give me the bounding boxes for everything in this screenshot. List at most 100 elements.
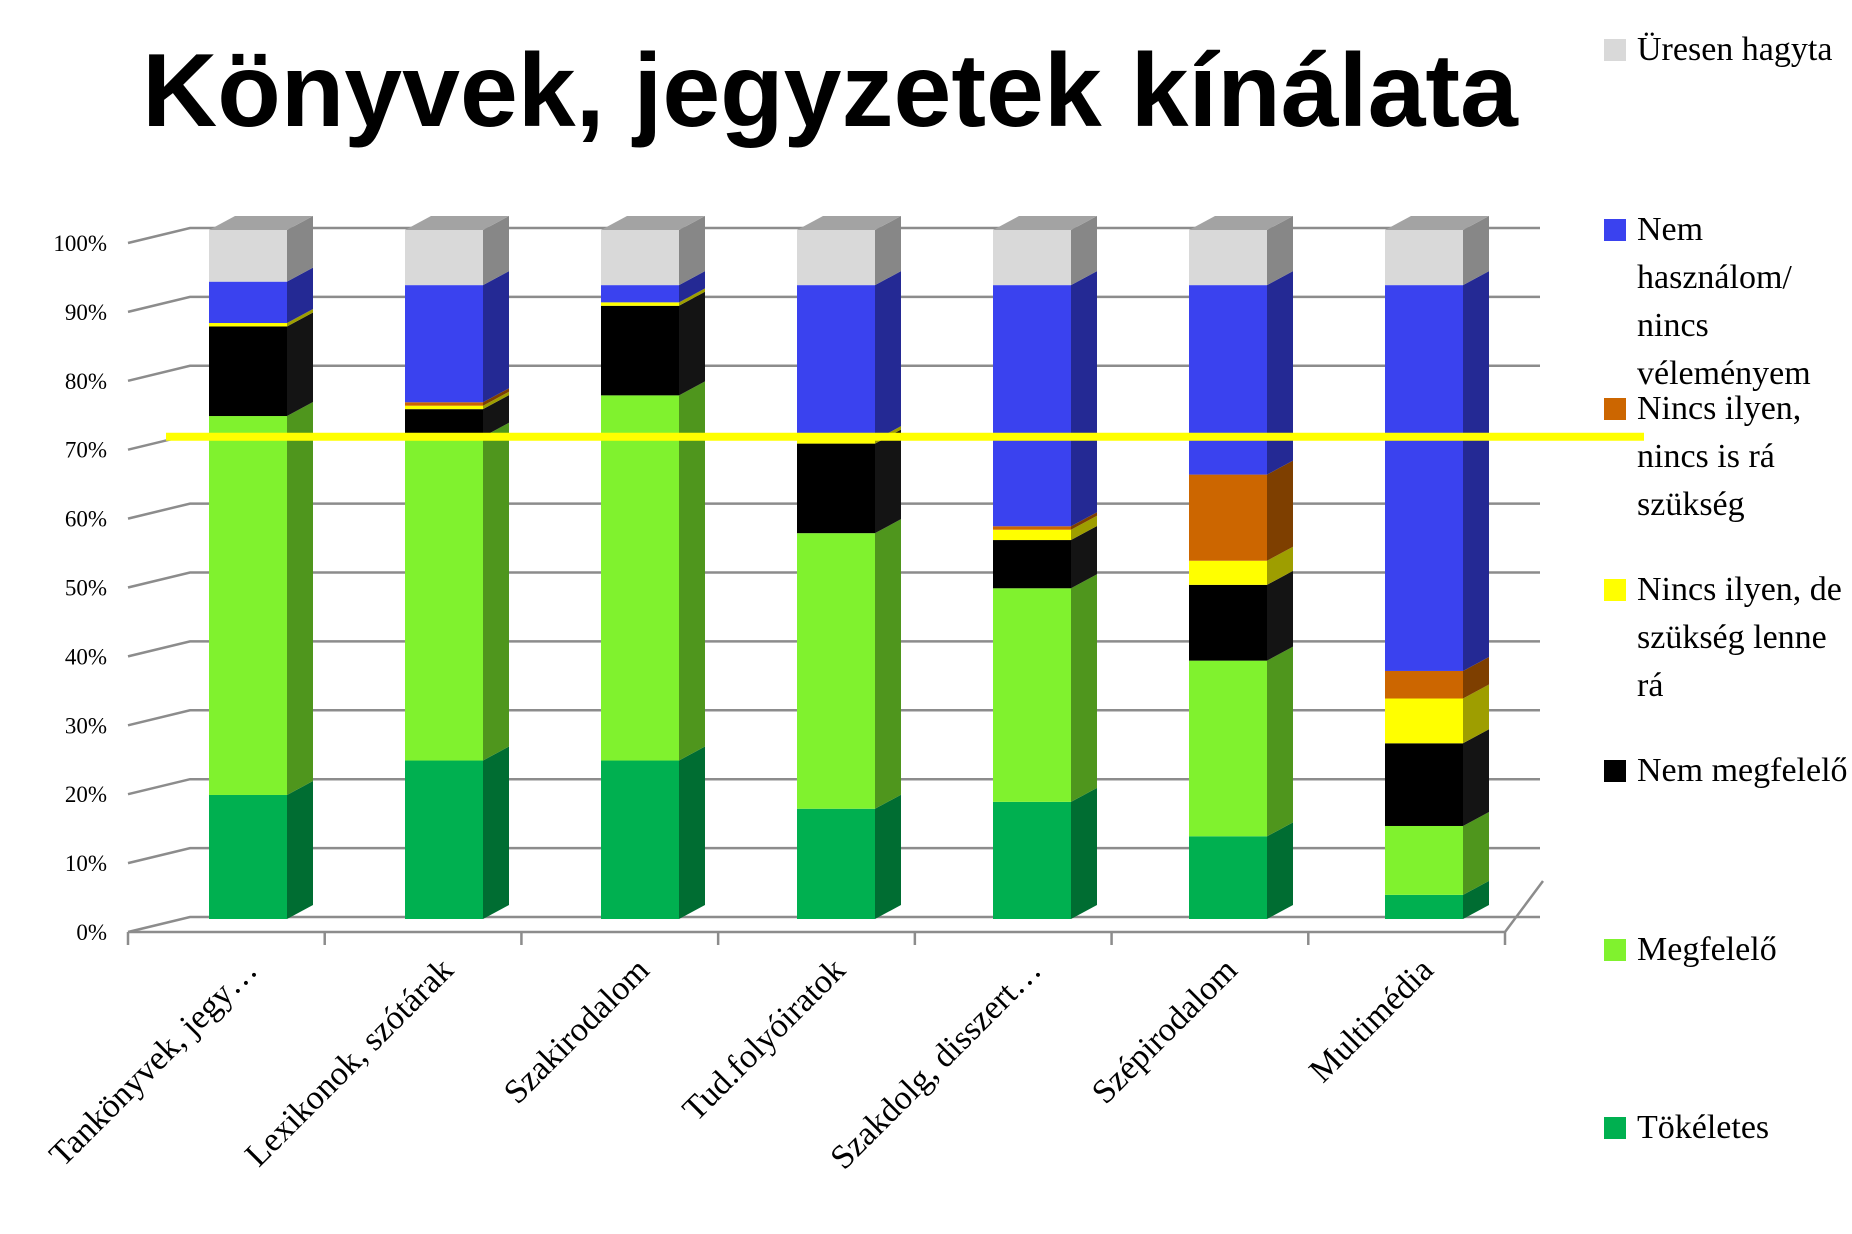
bar-segment — [601, 230, 679, 286]
bar-segment — [1189, 285, 1267, 475]
bar-segment — [601, 305, 679, 396]
bar-side — [679, 271, 705, 303]
bar-segment — [797, 443, 875, 534]
bar-segment — [209, 323, 287, 327]
bar-segment — [797, 440, 875, 444]
bar-side — [483, 395, 509, 437]
bar-side — [287, 780, 313, 919]
y-tick-label: 60% — [65, 507, 107, 532]
bar-segment — [405, 436, 483, 761]
y-tick-label: 30% — [65, 713, 107, 738]
bar-segment — [993, 526, 1071, 530]
bar-side — [679, 216, 705, 286]
bar-side — [483, 271, 509, 403]
bar-segment — [405, 409, 483, 437]
legend-label: Megfelelő — [1637, 931, 1777, 968]
bar-segment — [405, 230, 483, 286]
bar-segment — [797, 533, 875, 809]
bar-side — [287, 312, 313, 417]
legend-label: Nincs ilyen, de szükség lenne rá — [1637, 571, 1842, 704]
bar-segment — [1385, 698, 1463, 744]
bar-side — [1071, 574, 1097, 802]
bar-segment — [1189, 836, 1267, 919]
bar-side — [1463, 880, 1489, 919]
bar-side — [1267, 546, 1293, 585]
legend-label: Nem használom/ nincs véleményem — [1637, 211, 1811, 392]
bar-segment — [993, 540, 1071, 589]
bar-top — [797, 216, 901, 230]
legend-key — [1604, 760, 1626, 782]
bar-side — [1463, 684, 1489, 744]
legend-key — [1604, 939, 1626, 961]
y-tick-label: 0% — [76, 920, 107, 945]
bar-segment — [1189, 474, 1267, 561]
x-tick-label: Tud.folyóiratok — [676, 951, 853, 1128]
bar-segment — [209, 416, 287, 795]
bar-segment — [1385, 230, 1463, 286]
bar-segment — [209, 794, 287, 919]
bar-side — [287, 216, 313, 282]
bar-segment — [1189, 660, 1267, 837]
y-tick-label: 80% — [65, 369, 107, 394]
legend-label: Nincs ilyen, nincs is rá szükség — [1637, 390, 1802, 523]
bar-side — [1463, 811, 1489, 895]
x-tick-label: Multimédia — [1302, 951, 1440, 1089]
bar-side — [679, 381, 705, 761]
y-tick-label: 50% — [65, 576, 107, 601]
bar-side — [483, 391, 509, 410]
y-tick-label: 100% — [53, 231, 107, 256]
bar-side — [1071, 515, 1097, 541]
bar-segment — [209, 326, 287, 417]
bar-side — [679, 288, 705, 306]
bar-segment — [993, 801, 1071, 919]
bar-segment — [405, 405, 483, 410]
bar-top — [1385, 216, 1489, 230]
legend-key — [1604, 579, 1626, 601]
bar-side — [483, 216, 509, 286]
bar-segment — [1385, 743, 1463, 826]
bar-side — [287, 309, 313, 327]
bar-side — [483, 746, 509, 919]
bar-side — [1267, 646, 1293, 837]
bar-side — [1463, 271, 1489, 671]
bar-side — [1267, 822, 1293, 919]
bar-segment — [993, 285, 1071, 527]
y-tick-label: 20% — [65, 782, 107, 807]
x-tick-label: Szépirodalom — [1085, 951, 1245, 1111]
bar-segment — [209, 230, 287, 282]
bar-side — [875, 429, 901, 534]
bar-side — [1071, 787, 1097, 919]
bar-segment — [1189, 230, 1267, 286]
bar-side — [1267, 460, 1293, 561]
bar-side — [287, 402, 313, 795]
bar-segment — [209, 281, 287, 324]
bar-segment — [601, 760, 679, 919]
x-tick-label: Tankönyvek, jegy… — [43, 951, 265, 1173]
bar-side — [1267, 216, 1293, 286]
y-tick-label: 70% — [65, 438, 107, 463]
y-tick-label: 40% — [65, 644, 107, 669]
bar-side — [483, 422, 509, 761]
bar-top — [993, 216, 1097, 230]
bar-segment — [405, 285, 483, 403]
bar-top — [1189, 216, 1293, 230]
bar-side — [875, 794, 901, 919]
bar-side — [875, 216, 901, 286]
bar-top — [601, 216, 705, 230]
bar-segment — [601, 302, 679, 306]
bar-segment — [405, 760, 483, 919]
bar-segment — [1385, 285, 1463, 671]
bar-segment — [1189, 560, 1267, 585]
x-tick-label: Szakdolg, disszert… — [824, 951, 1049, 1176]
bar-side — [1071, 271, 1097, 527]
y-tick-label: 10% — [65, 851, 107, 876]
legend-label: Tökéletes — [1637, 1109, 1770, 1146]
bar-side — [1071, 526, 1097, 589]
legend-label: Nem megfelelő — [1637, 752, 1848, 789]
bar-side — [1463, 656, 1489, 699]
legend-key — [1604, 1117, 1626, 1139]
legend-key — [1604, 398, 1626, 420]
bar-side — [875, 519, 901, 809]
bar-segment — [1385, 670, 1463, 699]
